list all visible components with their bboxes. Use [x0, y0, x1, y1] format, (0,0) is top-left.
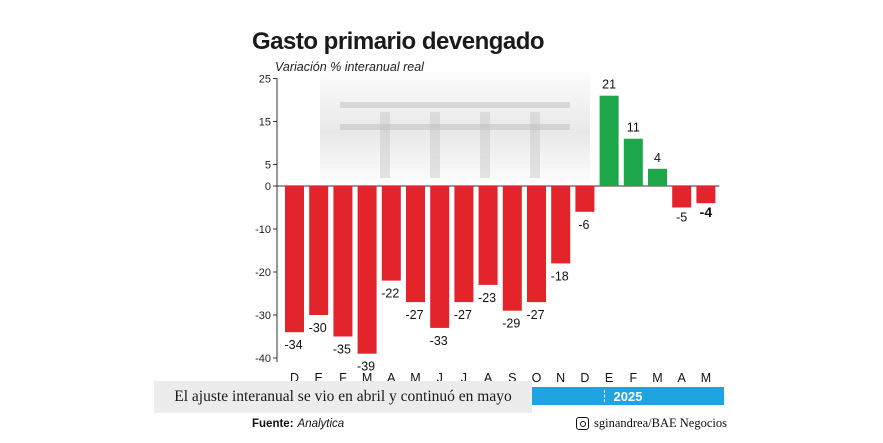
x-category-label: N — [556, 371, 565, 385]
source-value: Analytica — [297, 418, 345, 430]
chart-subtitle: Variación % interanual real — [275, 60, 424, 74]
bar — [478, 186, 498, 285]
bar-value-label: -35 — [333, 343, 351, 357]
bar-value-label: 21 — [602, 78, 616, 92]
bar — [623, 138, 643, 186]
x-category-label: M — [701, 371, 711, 385]
y-tick-label: 0 — [265, 181, 271, 193]
photo-band — [340, 124, 570, 130]
x-category-label: D — [290, 371, 299, 385]
bar — [333, 186, 353, 337]
photo-column — [480, 112, 490, 178]
bar — [454, 186, 474, 303]
instagram-icon — [576, 417, 589, 430]
x-category-label: A — [387, 371, 396, 385]
bar-value-label: -27 — [454, 308, 472, 322]
x-category-label: E — [315, 371, 323, 385]
photo-column — [530, 112, 540, 178]
bar — [672, 186, 692, 208]
credit-text: sginandrea/BAE Negocios — [594, 416, 727, 430]
x-category-label: M — [410, 371, 420, 385]
bar — [527, 186, 546, 303]
bar-value-label: -27 — [526, 308, 544, 322]
x-category-label: J — [437, 371, 443, 385]
bar — [551, 186, 571, 264]
bar — [696, 186, 716, 204]
bar-value-label: -30 — [309, 321, 327, 335]
bar-value-label: -33 — [430, 334, 448, 348]
x-category-label: M — [652, 371, 662, 385]
year-label: 2025 — [613, 388, 643, 404]
credit-line: sginandrea/BAE Negocios — [576, 416, 727, 431]
y-tick-label: -40 — [255, 353, 271, 365]
bar — [309, 186, 329, 315]
x-category-label: A — [678, 371, 687, 385]
source-label: Fuente: — [252, 418, 294, 430]
x-category-label: J — [461, 371, 467, 385]
bar-value-label: -22 — [381, 287, 399, 301]
y-tick-label: 25 — [259, 74, 271, 86]
x-category-label: O — [532, 371, 542, 385]
year-bar: 2025 — [532, 387, 724, 405]
x-category-label: E — [605, 371, 613, 385]
y-tick-label: -10 — [255, 224, 271, 236]
bar-value-label: -5 — [676, 211, 687, 225]
bar — [406, 186, 425, 303]
bar-value-label: -29 — [502, 317, 520, 331]
photo-band — [340, 102, 570, 108]
x-category-label: F — [629, 371, 637, 385]
bar-value-label: -39 — [357, 360, 375, 374]
bar — [599, 95, 619, 186]
x-category-label: D — [580, 371, 589, 385]
x-category-label: M — [362, 371, 372, 385]
bar-value-label: -4 — [700, 204, 713, 220]
background-photo — [320, 72, 590, 182]
bar-value-label: 4 — [654, 151, 661, 165]
y-tick-label: -20 — [255, 267, 271, 279]
photo-column — [430, 112, 440, 178]
bar-value-label: -23 — [478, 291, 496, 305]
x-category-label: F — [339, 371, 347, 385]
bar — [357, 186, 377, 354]
x-category-label: A — [484, 371, 493, 385]
bar-value-label: -6 — [578, 218, 589, 232]
photo-column — [380, 112, 390, 178]
bar — [502, 186, 522, 311]
bar — [575, 186, 595, 212]
chart-title: Gasto primario devengado — [252, 28, 545, 55]
bar — [648, 168, 667, 186]
year-divider — [604, 390, 605, 402]
bar-value-label: 11 — [627, 121, 640, 135]
y-tick-label: 15 — [259, 117, 271, 129]
y-tick-label: -30 — [255, 310, 271, 322]
bar — [430, 186, 450, 328]
source-line: Fuente: Analytica — [252, 418, 344, 430]
bar — [285, 186, 304, 333]
caption-banner: El ajuste interanual se vio en abril y c… — [154, 381, 532, 413]
bar — [381, 186, 401, 281]
x-category-label: S — [508, 371, 516, 385]
bar-value-label: -18 — [551, 269, 569, 283]
bar-value-label: -34 — [284, 338, 302, 352]
y-tick-label: 5 — [265, 160, 271, 172]
bar-value-label: -27 — [405, 308, 423, 322]
